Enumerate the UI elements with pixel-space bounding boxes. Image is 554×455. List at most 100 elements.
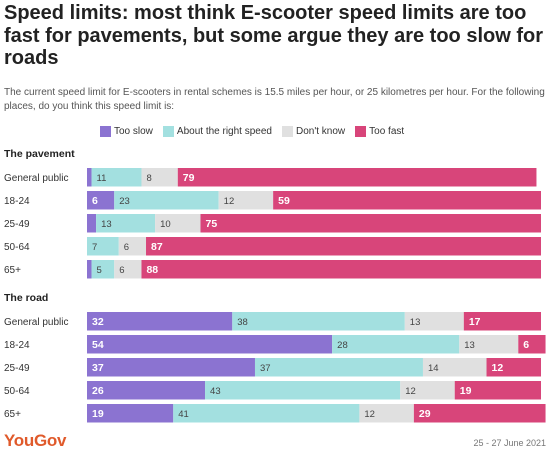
- data-label-pavement-50-64-about-right: 7: [92, 242, 97, 253]
- bar-road-50-64-too-slow: [87, 381, 206, 400]
- data-label-road-general-public-dont-know: 13: [410, 317, 421, 328]
- bar-pavement-25-49-too-fast: [200, 214, 541, 233]
- fieldwork-date: 25 - 27 June 2021: [473, 438, 546, 448]
- legend: Too slow About the right speed Don't kno…: [100, 126, 414, 137]
- bar-road-25-49-too-slow: [87, 358, 255, 377]
- legend-swatch-too-fast: [355, 126, 367, 137]
- row-label-road-65: 65+: [4, 409, 21, 420]
- bar-pavement-25-49-too-slow: [87, 214, 97, 233]
- bar-road-25-49-dont-know: [422, 358, 487, 377]
- bar-road-general-public-dont-know: [404, 312, 464, 331]
- data-label-road-25-49-dont-know: 14: [428, 363, 439, 374]
- legend-item-about-right: About the right speed: [162, 126, 272, 137]
- data-label-road-25-49-too-slow: 37: [92, 362, 104, 374]
- yougov-logo: YouGov: [4, 431, 67, 450]
- legend-label-too-slow: Too slow: [114, 126, 153, 137]
- row-label-road-18-24: 18-24: [4, 340, 30, 351]
- data-label-road-general-public-too-fast: 17: [469, 316, 481, 328]
- bar-road-50-64-about-right: [205, 381, 401, 400]
- chart-subtitle: The current speed limit for E-scooters i…: [4, 87, 545, 112]
- data-label-pavement-18-24-dont-know: 12: [224, 196, 235, 207]
- bar-pavement-general-public-too-slow: [87, 168, 92, 187]
- bar-road-65-about-right: [173, 404, 360, 423]
- bar-pavement-18-24-about-right: [114, 191, 219, 210]
- legend-swatch-about-right: [162, 126, 174, 137]
- bar-pavement-18-24-too-slow: [87, 191, 115, 210]
- row-label-pavement-50-64: 50-64: [4, 242, 30, 253]
- group-title-road: The road: [4, 292, 48, 304]
- data-label-pavement-65-about-right: 5: [97, 265, 102, 276]
- legend-label-too-fast: Too fast: [369, 126, 405, 137]
- data-label-pavement-general-public-about-right: 11: [97, 173, 107, 184]
- group-title-pavement: The pavement: [4, 148, 75, 160]
- legend-swatch-dont-know: [281, 126, 293, 137]
- data-label-road-50-64-about-right: 43: [210, 386, 221, 397]
- data-label-pavement-18-24-too-fast: 59: [278, 195, 290, 207]
- bar-road-18-24-about-right: [332, 335, 460, 354]
- bar-road-general-public-too-slow: [87, 312, 233, 331]
- data-label-road-18-24-too-slow: 54: [92, 339, 104, 351]
- bar-road-general-public-too-fast: [463, 312, 541, 331]
- data-label-road-65-dont-know: 12: [364, 409, 375, 420]
- bar-road-18-24-too-fast: [518, 335, 546, 354]
- legend-item-dont-know: Don't know: [281, 126, 346, 137]
- data-label-pavement-65-too-fast: 88: [146, 264, 158, 276]
- bar-pavement-50-64-too-fast: [146, 237, 541, 256]
- data-label-road-50-64-dont-know: 12: [405, 386, 416, 397]
- legend-label-dont-know: Don't know: [295, 126, 346, 137]
- bar-road-18-24-too-slow: [87, 335, 333, 354]
- bar-pavement-general-public-about-right: [91, 168, 142, 187]
- data-label-road-general-public-too-slow: 32: [92, 316, 104, 328]
- data-label-road-25-49-about-right: 37: [260, 363, 271, 374]
- bar-road-50-64-too-fast: [454, 381, 541, 400]
- data-label-road-18-24-dont-know: 13: [464, 340, 475, 351]
- row-label-road-25-49: 25-49: [4, 363, 30, 374]
- data-label-pavement-general-public-too-fast: 79: [183, 172, 195, 184]
- data-label-pavement-50-64-too-fast: 87: [151, 241, 163, 253]
- row-label-road-general-public: General public: [4, 317, 68, 328]
- bar-pavement-65-dont-know: [114, 260, 142, 279]
- bar-road-18-24-dont-know: [459, 335, 519, 354]
- data-label-road-65-too-slow: 19: [92, 408, 104, 420]
- bar-pavement-general-public-too-fast: [177, 168, 537, 187]
- data-label-road-50-64-too-fast: 19: [460, 385, 472, 397]
- data-label-pavement-25-49-dont-know: 10: [160, 219, 171, 230]
- bar-pavement-25-49-dont-know: [155, 214, 201, 233]
- legend-item-too-slow: Too slow: [100, 126, 153, 137]
- bar-road-65-too-slow: [87, 404, 174, 423]
- data-label-road-18-24-about-right: 28: [337, 340, 348, 351]
- bar-pavement-65-too-fast: [141, 260, 542, 279]
- row-label-pavement-65: 65+: [4, 265, 21, 276]
- data-label-road-50-64-too-slow: 26: [92, 385, 104, 397]
- bar-pavement-50-64-about-right: [87, 237, 119, 256]
- bar-road-65-dont-know: [359, 404, 414, 423]
- bar-pavement-general-public-dont-know: [141, 168, 178, 187]
- data-label-road-18-24-too-fast: 6: [523, 339, 529, 351]
- legend-label-about-right: About the right speed: [176, 126, 272, 137]
- row-label-pavement-25-49: 25-49: [4, 219, 30, 230]
- bar-pavement-25-49-about-right: [96, 214, 156, 233]
- chart-title: Speed limits: most think E-scooter speed…: [4, 2, 544, 69]
- stacked-bar-chart: The pavement General public 11 8 79 18-24 6 23 1…: [4, 148, 546, 423]
- data-label-pavement-50-64-dont-know: 6: [124, 242, 129, 253]
- bar-pavement-65-too-slow: [87, 260, 92, 279]
- bar-pavement-18-24-too-fast: [273, 191, 541, 210]
- data-label-pavement-65-dont-know: 6: [119, 265, 124, 276]
- data-label-road-25-49-too-fast: 12: [492, 362, 504, 374]
- legend-swatch-too-slow: [100, 126, 111, 137]
- data-label-road-general-public-about-right: 38: [237, 317, 248, 328]
- bar-pavement-65-about-right: [91, 260, 115, 279]
- data-label-pavement-18-24-too-slow: 6: [92, 195, 98, 207]
- bar-road-general-public-about-right: [232, 312, 405, 331]
- data-label-pavement-18-24-about-right: 23: [119, 196, 130, 207]
- bar-road-50-64-dont-know: [400, 381, 455, 400]
- data-label-road-65-too-fast: 29: [419, 408, 431, 420]
- data-label-pavement-25-49-about-right: 13: [101, 219, 112, 230]
- row-label-road-50-64: 50-64: [4, 386, 30, 397]
- bar-road-65-too-fast: [413, 404, 546, 423]
- bar-pavement-50-64-dont-know: [118, 237, 147, 256]
- bar-pavement-18-24-dont-know: [218, 191, 274, 210]
- bar-road-25-49-about-right: [254, 358, 423, 377]
- data-label-pavement-general-public-dont-know: 8: [146, 173, 151, 184]
- data-label-pavement-25-49-too-fast: 75: [206, 218, 218, 230]
